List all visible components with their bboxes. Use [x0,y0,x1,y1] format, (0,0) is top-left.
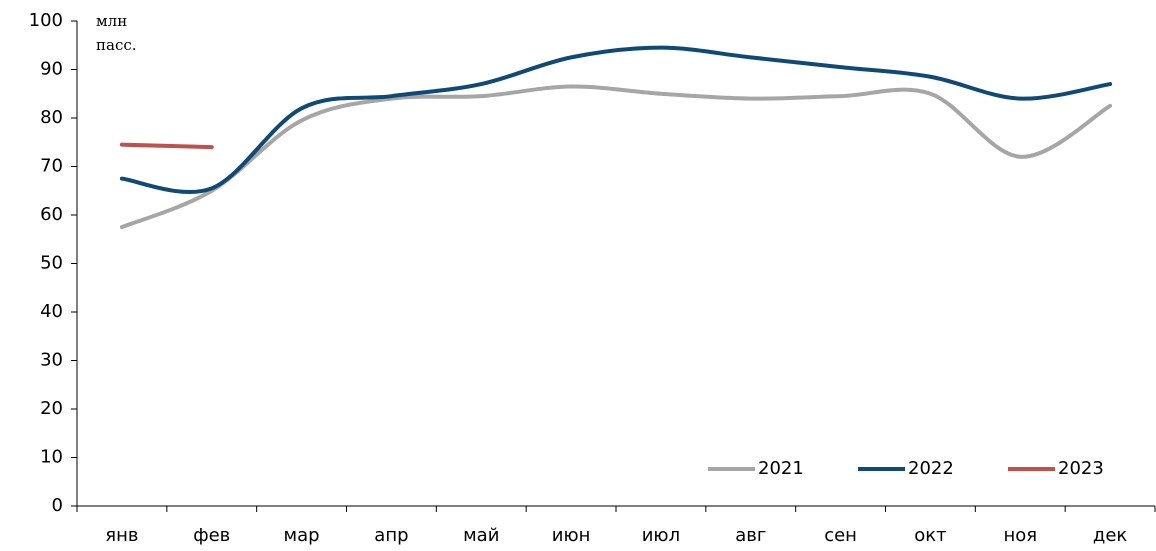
y-tick-label: 20 [40,398,63,419]
x-tick-label: июл [642,525,680,546]
unit-label: млн [96,12,127,30]
x-tick-label: мар [284,525,320,546]
x-tick-label: авг [735,525,766,546]
series-line [119,142,214,150]
x-tick-label: фев [193,525,230,546]
y-tick-label: 40 [40,301,63,322]
x-tick-label: янв [105,525,138,546]
x-tick-label: сен [824,525,857,546]
y-tick-label: 90 [40,59,63,80]
legend-label: 2023 [1058,458,1104,479]
x-tick-label: ноя [1003,525,1037,546]
legend-label: 2022 [908,458,954,479]
x-tick-label: окт [914,525,946,546]
x-tick-label: апр [374,525,408,546]
y-tick-label: 80 [40,107,63,128]
x-tick-label: май [463,525,499,546]
x-tick-label: июн [552,525,591,546]
y-tick-label: 60 [40,204,63,225]
y-tick-label: 50 [40,253,63,274]
series-line [119,84,1113,230]
y-tick-label: 0 [52,495,63,516]
y-tick-label: 100 [29,10,63,31]
y-tick-label: 30 [40,350,63,371]
series-line [119,45,1113,194]
unit-label: пасс. [96,36,137,54]
y-tick-label: 70 [40,156,63,177]
y-tick-label: 10 [40,447,63,468]
legend-label: 2021 [758,458,804,479]
x-tick-label: дек [1093,525,1128,546]
